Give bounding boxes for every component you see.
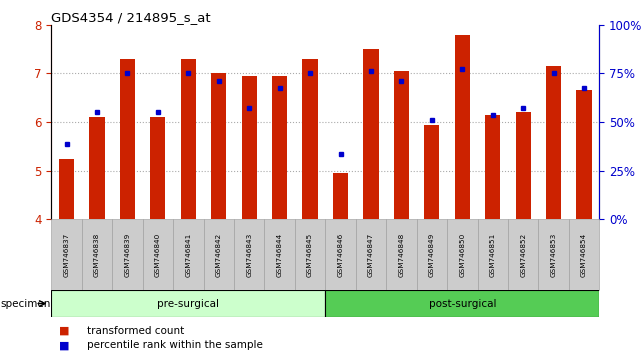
Text: transformed count: transformed count	[87, 326, 184, 336]
Bar	[59, 159, 74, 219]
Bar	[538, 219, 569, 290]
Bar	[295, 219, 326, 290]
Bar	[303, 59, 318, 219]
Bar	[508, 219, 538, 290]
Bar	[211, 73, 226, 219]
Text: GSM746852: GSM746852	[520, 233, 526, 277]
Text: GSM746845: GSM746845	[307, 233, 313, 277]
Text: GSM746850: GSM746850	[460, 233, 465, 277]
Text: GSM746848: GSM746848	[399, 233, 404, 277]
Bar	[424, 125, 440, 219]
Bar	[234, 219, 265, 290]
Bar	[272, 76, 287, 219]
Bar	[515, 113, 531, 219]
Bar	[181, 59, 196, 219]
Text: GSM746846: GSM746846	[338, 233, 344, 277]
Text: post-surgical: post-surgical	[429, 298, 496, 309]
Bar	[173, 219, 204, 290]
Bar	[363, 49, 379, 219]
Text: GSM746838: GSM746838	[94, 233, 100, 277]
Bar	[142, 219, 173, 290]
Text: GDS4354 / 214895_s_at: GDS4354 / 214895_s_at	[51, 11, 211, 24]
Bar	[326, 290, 599, 317]
Text: specimen: specimen	[1, 298, 51, 309]
Bar	[454, 34, 470, 219]
Text: ■: ■	[59, 326, 69, 336]
Text: ■: ■	[59, 340, 69, 350]
Bar	[333, 173, 348, 219]
Bar	[82, 219, 112, 290]
Bar	[546, 66, 562, 219]
Bar	[356, 219, 386, 290]
Bar	[478, 219, 508, 290]
Bar	[326, 219, 356, 290]
Bar	[485, 115, 501, 219]
Text: pre-surgical: pre-surgical	[157, 298, 219, 309]
Bar	[51, 290, 326, 317]
Text: GSM746843: GSM746843	[246, 233, 252, 277]
Bar	[386, 219, 417, 290]
Text: GSM746849: GSM746849	[429, 233, 435, 277]
Bar	[242, 76, 257, 219]
Text: GSM746854: GSM746854	[581, 233, 587, 277]
Text: GSM746844: GSM746844	[277, 233, 283, 277]
Text: percentile rank within the sample: percentile rank within the sample	[87, 340, 262, 350]
Text: GSM746847: GSM746847	[368, 233, 374, 277]
Bar	[112, 219, 142, 290]
Text: GSM746841: GSM746841	[185, 233, 191, 277]
Bar	[120, 59, 135, 219]
Text: GSM746842: GSM746842	[216, 233, 222, 277]
Bar	[417, 219, 447, 290]
Bar	[89, 117, 104, 219]
Bar	[265, 219, 295, 290]
Bar	[447, 219, 478, 290]
Bar	[150, 117, 165, 219]
Bar	[204, 219, 234, 290]
Text: GSM746840: GSM746840	[155, 233, 161, 277]
Text: GSM746839: GSM746839	[124, 233, 130, 277]
Text: GSM746851: GSM746851	[490, 233, 495, 277]
Text: GSM746853: GSM746853	[551, 233, 556, 277]
Bar	[394, 71, 409, 219]
Bar	[51, 219, 82, 290]
Text: GSM746837: GSM746837	[63, 233, 69, 277]
Bar	[569, 219, 599, 290]
Bar	[576, 91, 592, 219]
